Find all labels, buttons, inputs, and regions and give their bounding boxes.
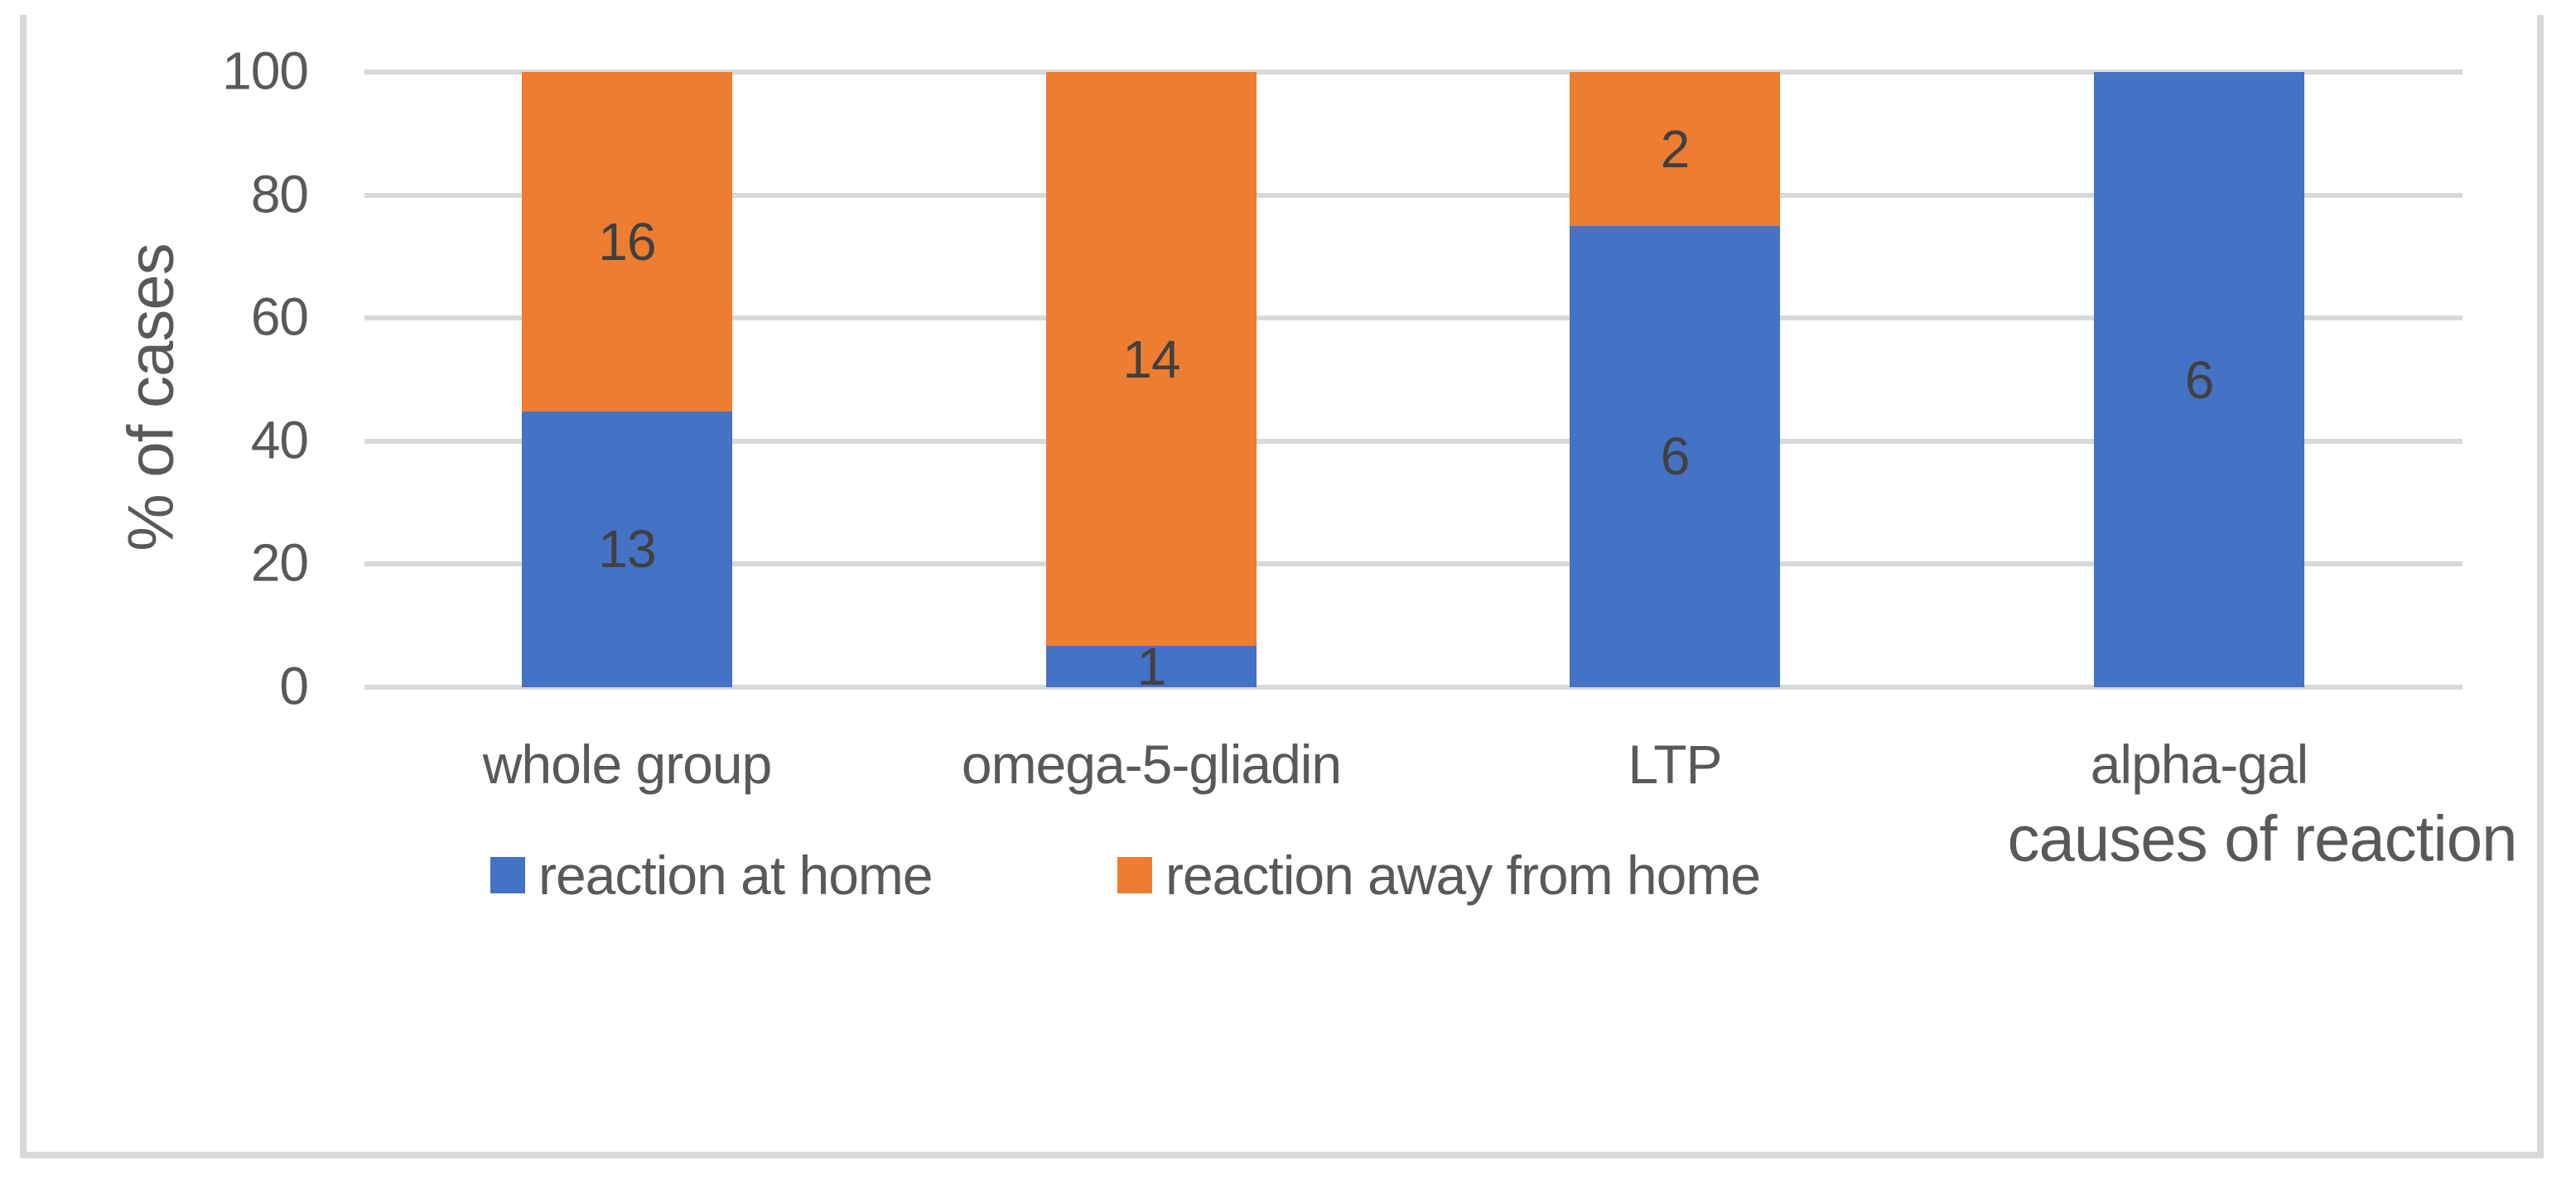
bar-segment-reaction-away-from-home: 16 (522, 72, 732, 412)
y-tick-label: 0 (279, 656, 309, 716)
bar-segment-reaction-at-home: 1 (1046, 640, 1257, 693)
y-tick-label: 40 (250, 410, 309, 470)
data-label: 2 (1660, 118, 1691, 179)
category-label: alpha-gal (2090, 734, 2309, 795)
category-label: whole group (482, 734, 773, 795)
category-label: omega-5-gliadin (961, 734, 1342, 795)
y-tick-label: 20 (250, 532, 309, 593)
legend-swatch-blue (490, 857, 525, 893)
y-tick-label: 60 (250, 286, 309, 347)
gridline (364, 315, 2463, 321)
data-label: 1 (1136, 637, 1167, 697)
bar-segment-reaction-at-home: 13 (522, 411, 732, 687)
bar-segment-reaction-away-from-home: 2 (1570, 72, 1780, 226)
gridline (364, 685, 2463, 690)
legend-label: reaction at home (538, 845, 933, 906)
category-label: LTP (1628, 734, 1722, 795)
x-axis-title: causes of reaction (2007, 801, 2517, 875)
data-label: 16 (598, 211, 656, 272)
legend-item-reaction-at-home: reaction at home (490, 840, 933, 910)
gridline (364, 561, 2463, 567)
legend-swatch-orange (1117, 857, 1152, 893)
data-label: 6 (1660, 426, 1691, 487)
gridline (364, 70, 2463, 75)
gridline (364, 192, 2463, 198)
bar-segment-reaction-at-home: 6 (1570, 225, 1780, 687)
data-label: 14 (1122, 329, 1180, 389)
legend-item-reaction-away-from-home: reaction away from home (1117, 840, 1761, 910)
data-label: 13 (598, 519, 656, 580)
gridline (364, 438, 2463, 444)
legend-label: reaction away from home (1165, 845, 1761, 906)
bar-segment-reaction-at-home: 6 (2094, 72, 2304, 687)
data-label: 6 (2184, 349, 2215, 410)
y-tick-label: 80 (250, 164, 309, 224)
y-tick-label: 100 (222, 41, 309, 101)
bar-segment-reaction-away-from-home: 14 (1046, 72, 1257, 647)
